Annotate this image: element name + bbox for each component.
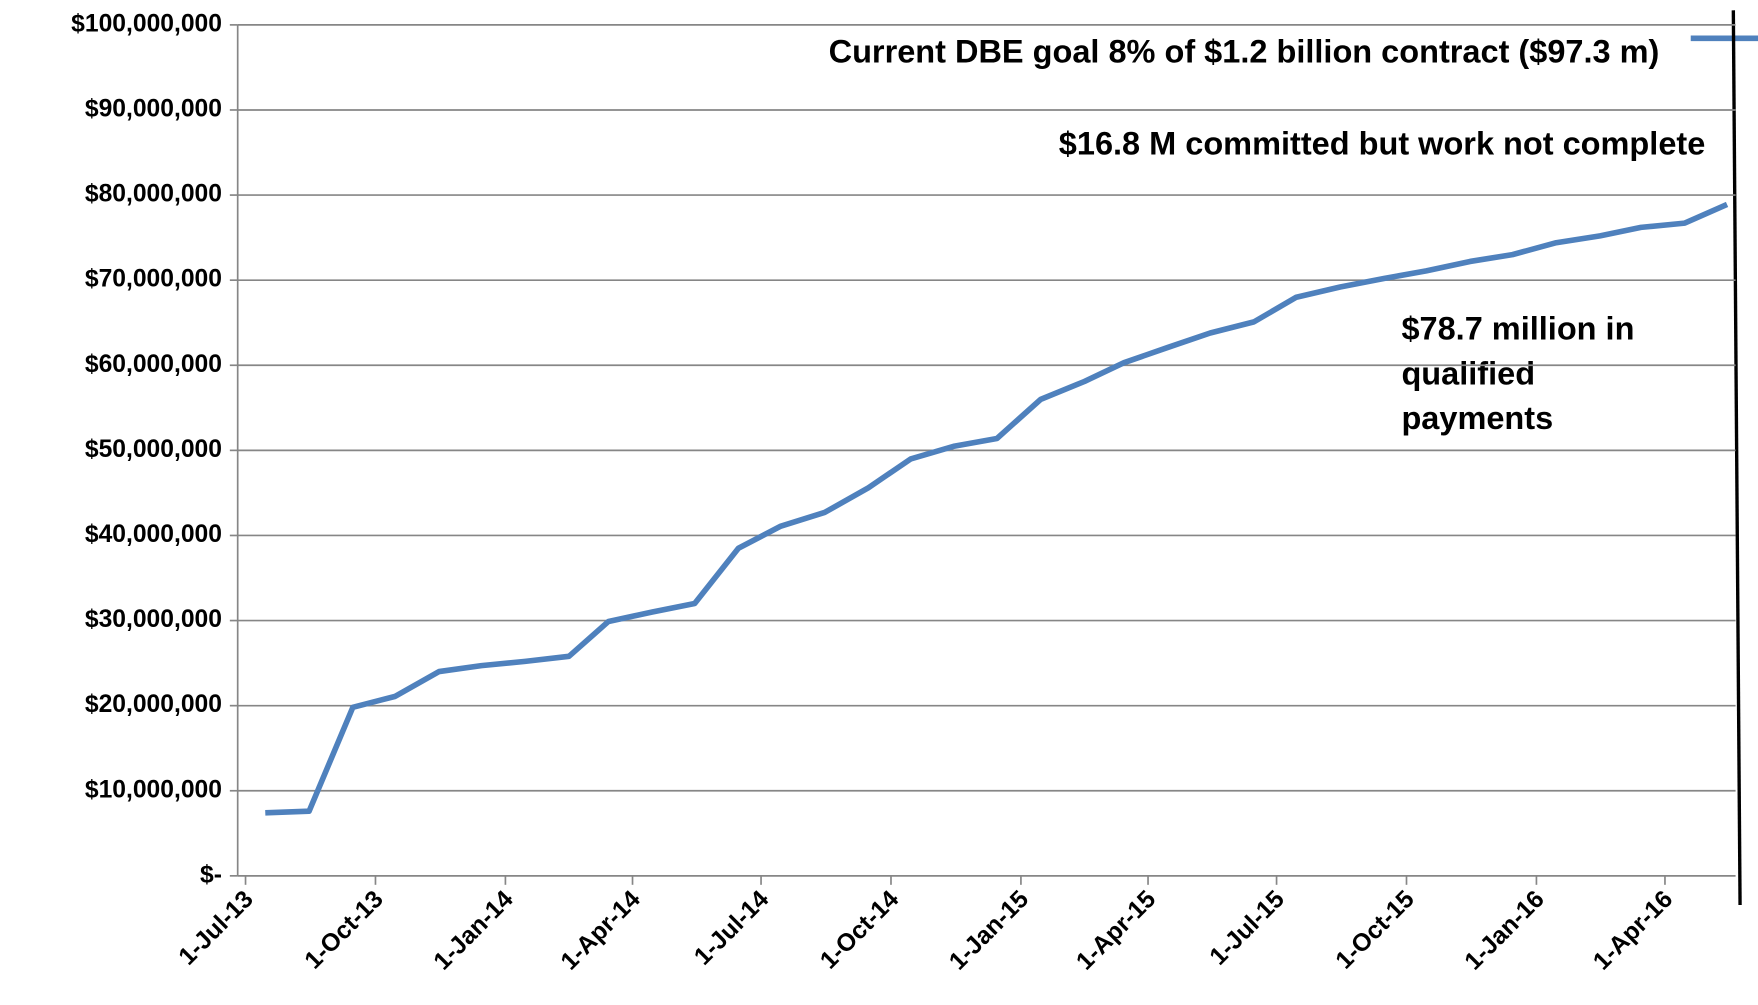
x-tick-label: 1-Oct-14 xyxy=(815,885,904,974)
y-tick-label: $10,000,000 xyxy=(85,776,222,803)
y-tick-label: $80,000,000 xyxy=(85,181,222,208)
x-tick-label: 1-Jan-14 xyxy=(429,885,519,975)
x-tick-label: 1-Jul-15 xyxy=(1205,885,1290,970)
y-tick-label: $90,000,000 xyxy=(85,95,222,122)
x-tick-label: 1-Apr-15 xyxy=(1071,885,1161,975)
x-tick-label: 1-Oct-15 xyxy=(1331,885,1420,974)
line-series xyxy=(265,201,1729,816)
x-tick-label: 1-Jan-16 xyxy=(1460,886,1550,976)
y-tick-label: $100,000,000 xyxy=(71,10,222,37)
y-tick-label: $40,000,000 xyxy=(85,521,222,548)
x-tick-label: 1-Jan-15 xyxy=(944,885,1034,975)
x-tick-label: 1-Apr-14 xyxy=(556,885,646,975)
y-tick-label: $50,000,000 xyxy=(85,436,222,463)
y-tick-label: $30,000,000 xyxy=(85,606,222,633)
annotation: qualified xyxy=(1401,355,1535,391)
annotation: Current DBE goal 8% of $1.2 billion cont… xyxy=(829,34,1660,70)
x-tick-label: 1-Oct-13 xyxy=(300,886,389,975)
y-tick-label: $- xyxy=(200,861,222,888)
x-tick-label: 1-Apr-16 xyxy=(1588,886,1678,976)
x-tick-label: 1-Jul-14 xyxy=(689,885,774,970)
annotation: payments xyxy=(1401,400,1553,436)
annotation: $78.7 million in xyxy=(1401,311,1634,347)
y-tick-label: $20,000,000 xyxy=(85,691,222,718)
x-tick-label: 1-Jul-13 xyxy=(174,886,259,971)
y-tick-label: $60,000,000 xyxy=(85,351,222,378)
annotation: $16.8 M committed but work not complete xyxy=(1059,126,1705,162)
marker-line xyxy=(1731,10,1742,906)
y-tick-label: $70,000,000 xyxy=(85,266,222,293)
